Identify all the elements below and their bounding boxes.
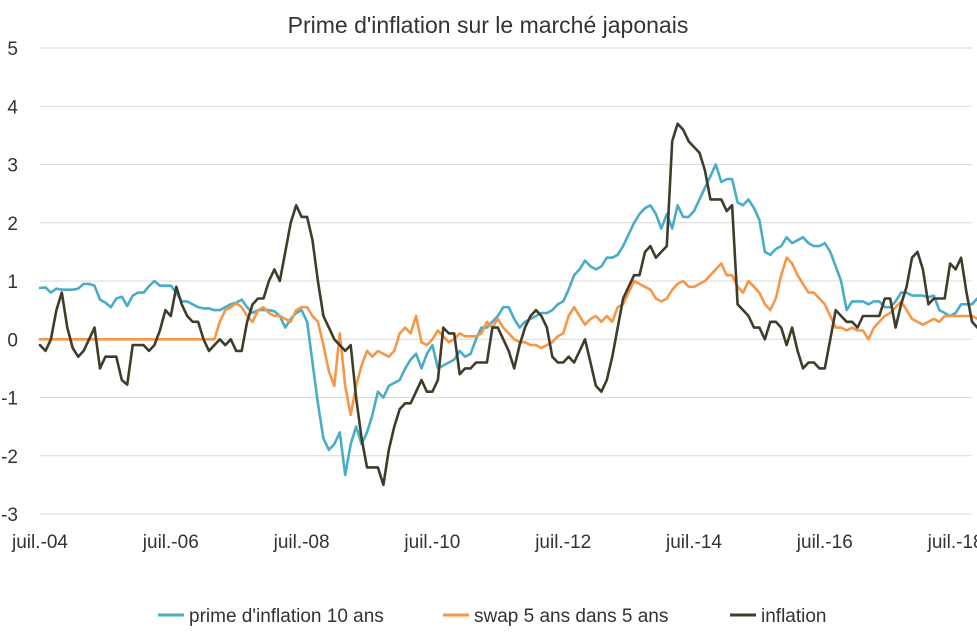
x-tick-label: juil.-08 xyxy=(273,532,330,553)
x-tick-label: juil.-16 xyxy=(796,532,853,553)
chart-title: Prime d'inflation sur le marché japonais xyxy=(288,12,689,38)
legend-label: swap 5 ans dans 5 ans xyxy=(474,606,668,627)
y-axis-tick-labels: 5 4 3 2 1 0 -1 -2 -3 xyxy=(1,39,18,526)
series-line-1 xyxy=(38,163,977,477)
y-tick-label: 1 xyxy=(7,272,18,293)
legend-label: inflation xyxy=(761,606,827,627)
x-tick-label: juil.-06 xyxy=(142,532,199,553)
y-tick-label: 5 xyxy=(7,39,18,60)
y-tick-label: 2 xyxy=(7,214,18,235)
x-tick-label: juil.-10 xyxy=(403,532,460,553)
y-tick-label: -2 xyxy=(1,447,18,468)
x-tick-label: juil.-04 xyxy=(11,532,68,553)
legend-label: prime d'inflation 10 ans xyxy=(189,606,384,627)
x-axis-tick-labels: juil.-04 juil.-06 juil.-08 juil.-10 juil.-12… xyxy=(11,532,977,553)
y-tick-label: -1 xyxy=(1,389,18,410)
grid-lines xyxy=(40,47,972,515)
y-tick-label: 4 xyxy=(7,97,18,118)
y-tick-label: 0 xyxy=(7,330,18,351)
x-tick-label: juil.-14 xyxy=(665,532,722,553)
series-lines xyxy=(38,122,977,487)
x-tick-label: juil.-18 xyxy=(927,532,977,553)
y-tick-label: 3 xyxy=(7,156,18,177)
legend: prime d'inflation 10 ans swap 5 ans dans … xyxy=(158,606,827,627)
x-tick-label: juil.-12 xyxy=(534,532,591,553)
series-line-3 xyxy=(38,122,977,487)
y-tick-label: -3 xyxy=(1,505,18,526)
